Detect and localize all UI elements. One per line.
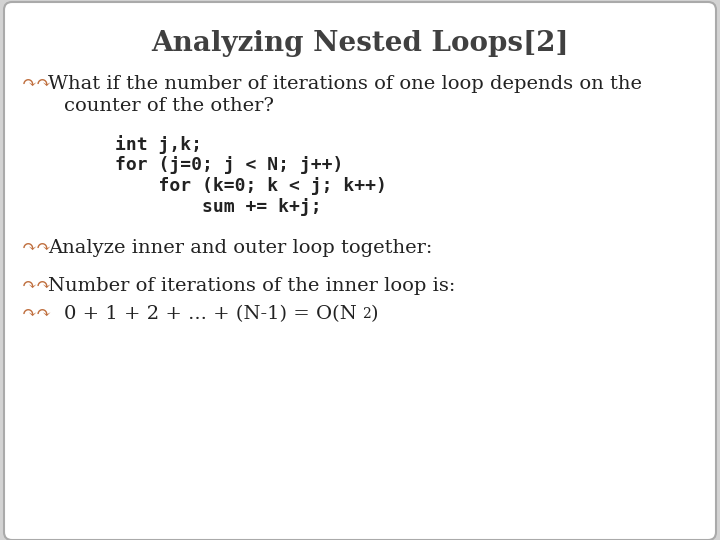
Text: ↷↷: ↷↷ — [22, 75, 53, 93]
Text: Analyzing Nested Loops[2]: Analyzing Nested Loops[2] — [151, 30, 569, 57]
Text: for (j=0; j < N; j++): for (j=0; j < N; j++) — [115, 156, 343, 174]
Text: ↷↷: ↷↷ — [22, 305, 53, 323]
Text: Number of iterations of the inner loop is:: Number of iterations of the inner loop i… — [48, 277, 455, 295]
Text: ↷↷: ↷↷ — [22, 239, 53, 257]
Text: for (k=0; k < j; k++): for (k=0; k < j; k++) — [115, 177, 387, 195]
Text: int j,k;: int j,k; — [115, 135, 202, 154]
Text: sum += k+j;: sum += k+j; — [115, 198, 322, 216]
Text: 2: 2 — [362, 307, 371, 321]
Text: ): ) — [371, 305, 379, 323]
Text: ↷↷: ↷↷ — [22, 277, 53, 295]
FancyBboxPatch shape — [4, 2, 716, 540]
Text: counter of the other?: counter of the other? — [64, 97, 274, 115]
Text: Analyze inner and outer loop together:: Analyze inner and outer loop together: — [48, 239, 433, 257]
Text: What if the number of iterations of one loop depends on the: What if the number of iterations of one … — [48, 75, 642, 93]
Text: 0 + 1 + 2 + ... + (N-1) = O(N: 0 + 1 + 2 + ... + (N-1) = O(N — [64, 305, 356, 323]
